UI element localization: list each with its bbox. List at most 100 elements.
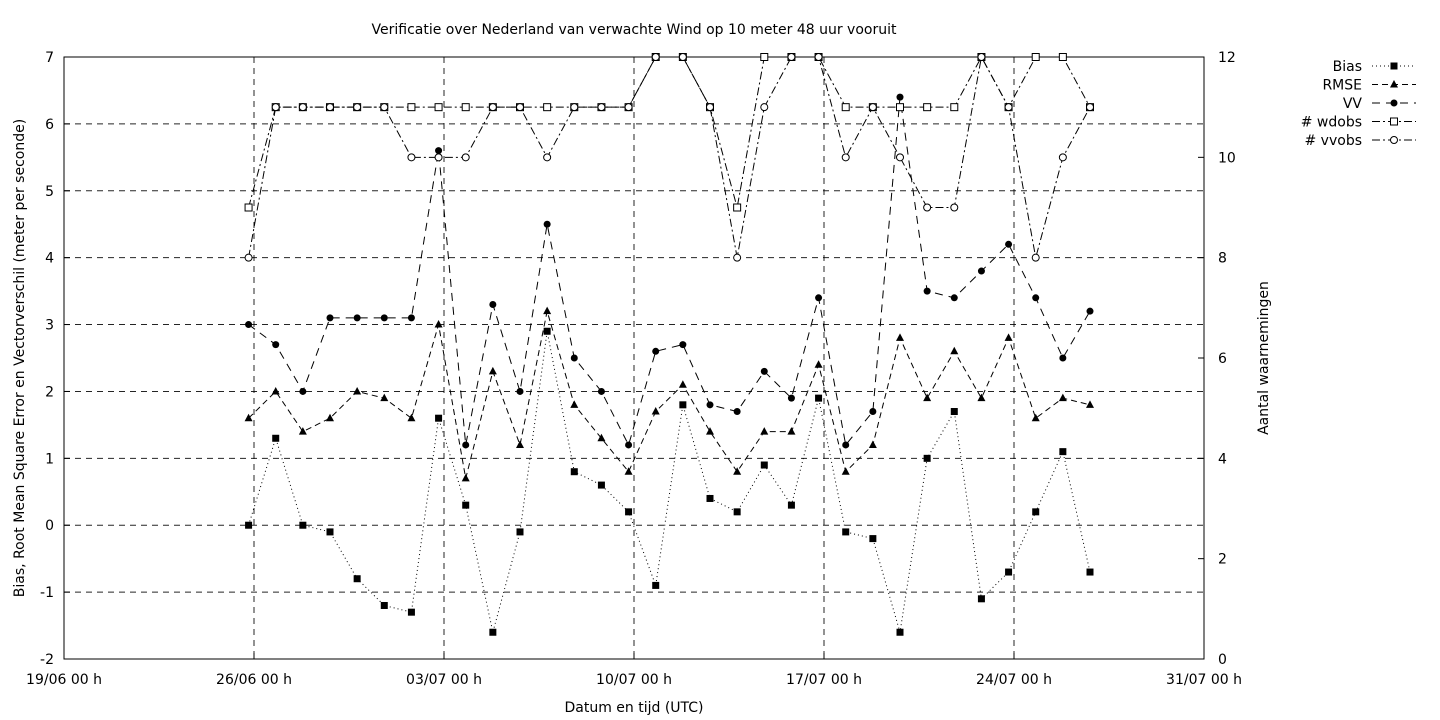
marker-filled-square: [842, 528, 850, 536]
marker-filled-square: [462, 501, 470, 509]
marker-open-square: [896, 103, 904, 112]
legend-entry: Bias: [1333, 59, 1416, 75]
series-wdobs: [244, 53, 1094, 212]
marker-filled-triangle: [244, 413, 253, 422]
marker-filled-triangle: [1058, 393, 1067, 402]
x-tick-label: 31/07 00 h: [1166, 672, 1242, 688]
x-tick-label: 17/07 00 h: [786, 672, 862, 688]
marker-filled-circle: [462, 441, 470, 449]
x-tick-label: 26/06 00 h: [216, 672, 292, 688]
y2-tick-label: 12: [1218, 50, 1236, 66]
marker-open-square: [244, 203, 253, 212]
series-line: [248, 311, 1091, 479]
marker-filled-triangle: [1031, 413, 1040, 422]
marker-filled-triangle: [868, 440, 877, 448]
marker-open-circle: [597, 103, 606, 112]
marker-open-square: [760, 53, 769, 61]
marker-filled-circle: [326, 314, 334, 322]
y-tick-label: -1: [40, 585, 54, 601]
marker-filled-circle: [597, 387, 605, 395]
marker-filled-square: [652, 581, 660, 589]
marker-filled-circle: [896, 93, 904, 101]
series-bias: [245, 327, 1094, 636]
marker-open-square: [461, 103, 470, 112]
legend-label: RMSE: [1322, 78, 1362, 94]
marker-filled-square: [977, 595, 985, 603]
marker-open-circle: [896, 153, 904, 162]
y2-tick-label: 8: [1218, 251, 1227, 267]
marker-open-circle: [1004, 103, 1013, 112]
marker-filled-square: [869, 535, 877, 543]
marker-filled-triangle: [678, 380, 687, 388]
marker-filled-circle: [1005, 240, 1013, 248]
y-tick-label: 4: [45, 251, 54, 267]
marker-filled-circle: [570, 354, 578, 362]
marker-filled-square: [625, 508, 633, 516]
series-vvobs: [244, 53, 1094, 262]
marker-filled-triangle: [1390, 80, 1398, 88]
marker-open-square: [1031, 53, 1040, 61]
series-rmse: [244, 306, 1094, 482]
marker-filled-square: [1032, 508, 1040, 516]
marker-filled-square: [1059, 448, 1067, 456]
marker-filled-triangle: [407, 413, 416, 422]
marker-filled-square: [516, 528, 524, 536]
marker-filled-triangle: [651, 407, 660, 415]
marker-filled-circle: [489, 300, 497, 308]
marker-filled-triangle: [516, 440, 524, 448]
series-line: [248, 331, 1091, 633]
marker-filled-circle: [380, 314, 388, 322]
marker-filled-square: [570, 468, 578, 476]
marker-open-square: [407, 103, 416, 112]
marker-filled-triangle: [760, 427, 769, 435]
marker-filled-square: [896, 628, 904, 636]
legend-entry: # wdobs: [1301, 115, 1416, 131]
marker-open-square: [923, 103, 932, 112]
marker-filled-square: [760, 461, 768, 469]
chart-title: Verificatie over Nederland van verwachte…: [372, 22, 897, 38]
marker-filled-circle: [977, 267, 985, 275]
legend-label: Bias: [1333, 59, 1362, 75]
marker-filled-circle: [706, 401, 714, 409]
marker-open-circle: [271, 103, 280, 112]
marker-filled-triangle: [434, 320, 443, 328]
legend-label: # wdobs: [1301, 115, 1362, 131]
marker-filled-circle: [435, 147, 443, 155]
marker-open-circle: [1058, 153, 1067, 162]
y-tick-label: 2: [45, 384, 54, 400]
marker-open-circle: [868, 103, 877, 112]
marker-filled-triangle: [787, 427, 796, 435]
x-axis-label: Datum en tijd (UTC): [564, 700, 703, 716]
marker-filled-circle: [815, 294, 823, 302]
marker-open-circle: [516, 103, 524, 112]
marker-filled-triangle: [977, 393, 986, 402]
legend-entry: # vvobs: [1305, 133, 1416, 149]
marker-filled-triangle: [814, 360, 823, 368]
marker-filled-triangle: [923, 393, 932, 402]
x-tick-label: 24/07 00 h: [976, 672, 1052, 688]
marker-filled-circle: [625, 441, 633, 449]
marker-filled-circle: [245, 321, 253, 329]
marker-filled-triangle: [950, 346, 959, 355]
marker-filled-square: [706, 494, 714, 502]
x-tick-label: 10/07 00 h: [596, 672, 672, 688]
x-tick-label: 19/06 00 h: [26, 672, 102, 688]
marker-open-circle: [977, 53, 986, 61]
marker-open-circle: [298, 103, 307, 112]
marker-filled-triangle: [733, 467, 742, 475]
y2-tick-label: 6: [1218, 351, 1227, 367]
marker-filled-square: [299, 521, 307, 529]
marker-filled-triangle: [597, 433, 606, 442]
marker-filled-square: [380, 601, 388, 609]
marker-filled-triangle: [1004, 333, 1013, 341]
y-tick-label: -2: [40, 652, 54, 668]
marker-filled-square: [950, 408, 958, 416]
y2-tick-label: 10: [1218, 150, 1236, 166]
marker-filled-circle: [407, 314, 415, 322]
marker-filled-triangle: [841, 467, 850, 475]
marker-open-circle: [461, 153, 470, 162]
marker-filled-square: [407, 608, 415, 616]
marker-filled-square: [543, 327, 551, 335]
y-tick-label: 6: [45, 117, 54, 133]
